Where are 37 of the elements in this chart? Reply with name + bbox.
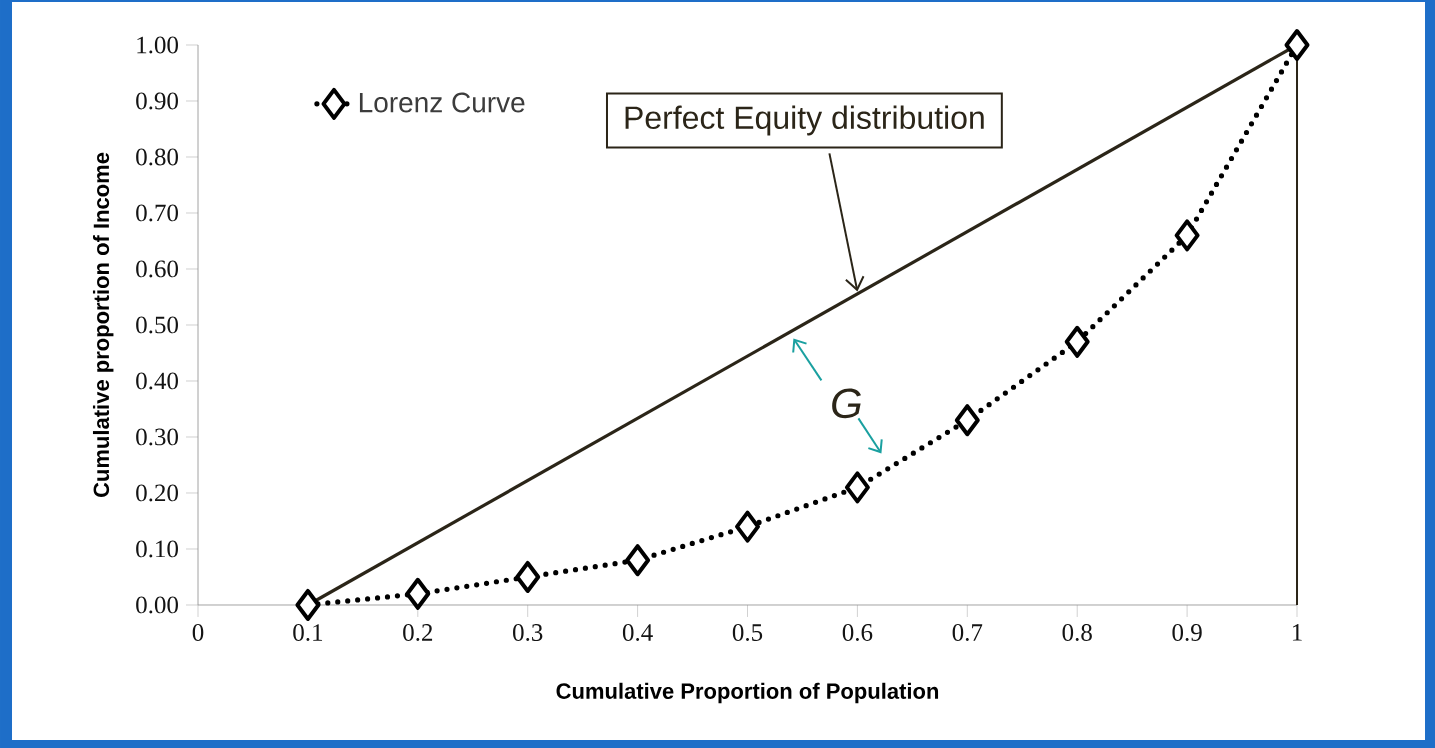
y-tick-label: 0.50: [136, 316, 178, 334]
x-tick-label: 1: [1292, 624, 1302, 641]
y-axis-title: Cumulative proportion of Income: [92, 152, 114, 498]
x-tick-label: 0.4: [622, 624, 653, 642]
annotation: G: [832, 388, 861, 419]
x-tick-label: 0.3: [513, 624, 543, 642]
point: [844, 471, 870, 504]
x-tick-label: 0.7: [952, 624, 983, 642]
y-tick-label: 0.00: [136, 596, 178, 614]
y-tick-label: 0.30: [136, 428, 178, 446]
y-tick-label: 1.00: [137, 36, 178, 54]
point: [1284, 28, 1310, 61]
point: [515, 560, 541, 593]
x-tick-label: 0.8: [1062, 624, 1092, 642]
point: [295, 588, 321, 621]
y-tick-label: 0.80: [136, 148, 178, 166]
point: [735, 510, 761, 543]
x-tick-label: 0.5: [732, 624, 763, 642]
x-tick-label: 0.2: [403, 624, 433, 642]
y-tick-label: 0.60: [136, 260, 178, 278]
y-tick-label: 0.10: [136, 540, 178, 558]
y-tick-label: 0.90: [136, 92, 178, 110]
x-tick-label: 0.9: [1172, 624, 1202, 642]
point: [625, 544, 651, 577]
y-tick-label: 0.70: [136, 204, 178, 222]
point: [405, 577, 431, 610]
point: [1064, 325, 1090, 358]
y-tick-label: 0.20: [136, 484, 178, 502]
x-tick-label: 0.6: [842, 624, 873, 642]
y-tick-label: 0.40: [136, 372, 178, 390]
x-axis-title: Cumulative Proportion of Population: [556, 682, 939, 704]
point: [954, 404, 980, 437]
x-tick-label: 0.1: [293, 624, 323, 642]
x-tick-label: 0: [192, 624, 204, 641]
point: [1174, 219, 1200, 252]
annotation: Perfect Equity distribution: [625, 105, 984, 136]
legend-label: Lorenz Curve: [359, 92, 525, 113]
